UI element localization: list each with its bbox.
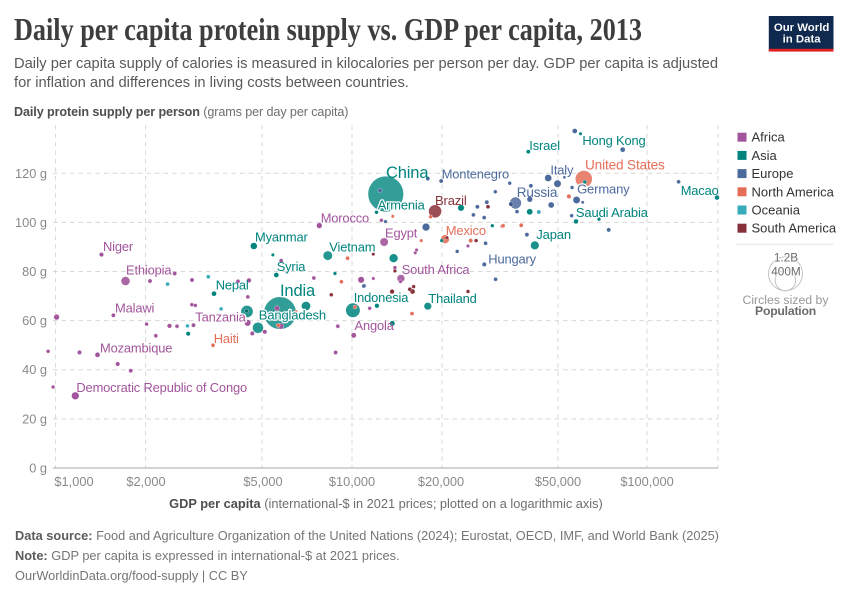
svg-text:Vietnam: Vietnam	[329, 240, 375, 255]
svg-text:Niger: Niger	[103, 239, 134, 254]
svg-text:Data source: Food and Agricult: Data source: Food and Agriculture Organi…	[15, 528, 719, 543]
svg-text:Population: Population	[755, 304, 816, 318]
svg-text:400M: 400M	[771, 264, 801, 278]
svg-text:Malawi: Malawi	[115, 301, 154, 316]
svg-text:Daily protein supply per perso: Daily protein supply per person (grams p…	[14, 105, 348, 119]
svg-text:Hungary: Hungary	[488, 252, 536, 267]
svg-text:for inflation and differences: for inflation and differences in living …	[14, 75, 409, 91]
svg-text:20 g: 20 g	[22, 411, 47, 426]
svg-text:Hong Kong: Hong Kong	[582, 133, 645, 148]
svg-text:Daily per capita supply of cal: Daily per capita supply of calories is m…	[14, 56, 718, 72]
svg-text:Mozambique: Mozambique	[100, 340, 172, 355]
svg-text:in Data: in Data	[783, 33, 822, 45]
svg-text:Brazil: Brazil	[435, 193, 467, 208]
svg-text:Tanzania: Tanzania	[195, 310, 246, 325]
svg-text:Angola: Angola	[355, 318, 395, 333]
svg-text:Thailand: Thailand	[428, 291, 476, 306]
svg-text:Nepal: Nepal	[216, 278, 249, 293]
svg-text:Montenegro: Montenegro	[442, 166, 509, 181]
svg-text:Haiti: Haiti	[214, 331, 239, 346]
svg-text:Oceania: Oceania	[752, 203, 801, 218]
svg-text:$100,000: $100,000	[620, 474, 673, 489]
svg-text:Daily per capita protein suppl: Daily per capita protein supply vs. GDP …	[14, 12, 642, 47]
svg-text:OurWorldinData.org/food-supply: OurWorldinData.org/food-supply | CC BY	[15, 568, 248, 583]
svg-text:Asia: Asia	[752, 148, 778, 163]
svg-text:40 g: 40 g	[22, 362, 47, 377]
svg-text:Circles sized by: Circles sized by	[742, 293, 829, 307]
svg-text:Morocco: Morocco	[321, 211, 369, 226]
svg-text:Armenia: Armenia	[378, 198, 426, 213]
svg-text:$10,000: $10,000	[329, 474, 375, 489]
svg-text:120 g: 120 g	[15, 166, 47, 181]
svg-text:Germany: Germany	[577, 181, 630, 196]
svg-text:100 g: 100 g	[15, 215, 47, 230]
svg-text:India: India	[280, 282, 316, 300]
svg-text:Ethiopia: Ethiopia	[126, 263, 172, 278]
svg-text:Italy: Italy	[550, 163, 574, 178]
svg-text:Indonesia: Indonesia	[354, 290, 410, 305]
svg-text:Note: GDP per capita is expres: Note: GDP per capita is expressed in int…	[15, 548, 400, 563]
svg-text:Democratic Republic of Congo: Democratic Republic of Congo	[76, 380, 247, 395]
svg-text:$1,000: $1,000	[54, 474, 93, 489]
svg-text:Europe: Europe	[752, 166, 794, 181]
svg-text:Myanmar: Myanmar	[255, 230, 309, 245]
svg-text:China: China	[386, 164, 429, 182]
svg-text:$5,000: $5,000	[243, 474, 282, 489]
svg-text:Bangladesh: Bangladesh	[259, 308, 326, 323]
svg-text:South America: South America	[752, 221, 837, 236]
svg-text:Japan: Japan	[536, 227, 571, 242]
svg-text:Egypt: Egypt	[385, 225, 418, 240]
svg-text:Africa: Africa	[752, 130, 786, 145]
svg-text:$2,000: $2,000	[126, 474, 165, 489]
svg-text:Syria: Syria	[277, 259, 307, 274]
svg-text:0 g: 0 g	[29, 461, 47, 476]
svg-text:Israel: Israel	[529, 138, 560, 153]
svg-text:1.2B: 1.2B	[774, 250, 798, 264]
svg-text:Macao: Macao	[681, 183, 719, 198]
svg-text:GDP per capita (international-: GDP per capita (international-$ in 2021 …	[169, 496, 603, 511]
svg-text:Mexico: Mexico	[446, 223, 486, 238]
svg-text:60 g: 60 g	[22, 313, 47, 328]
svg-text:$20,000: $20,000	[418, 474, 464, 489]
svg-text:80 g: 80 g	[22, 264, 47, 279]
svg-text:Saudi Arabia: Saudi Arabia	[576, 205, 649, 220]
svg-text:Our World: Our World	[774, 22, 830, 34]
svg-text:North America: North America	[752, 184, 835, 199]
svg-text:Russia: Russia	[517, 185, 558, 200]
svg-text:South Africa: South Africa	[402, 262, 471, 277]
svg-text:United States: United States	[585, 157, 665, 172]
svg-text:$50,000: $50,000	[535, 474, 581, 489]
